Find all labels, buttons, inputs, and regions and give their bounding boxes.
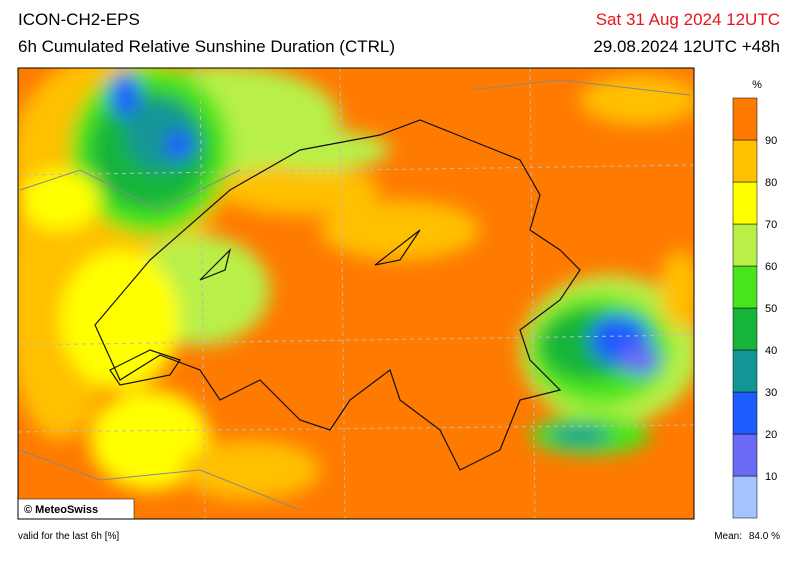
colorbar-bin xyxy=(732,139,758,183)
footer-note: valid for the last 6h [%] xyxy=(18,531,120,542)
colorbar-bin xyxy=(732,475,758,519)
colorbar-tick-label: 10 xyxy=(765,471,777,483)
product-title: 6h Cumulated Relative Sunshine Duration … xyxy=(18,37,396,56)
colorbar-bin xyxy=(732,433,758,477)
colorbar-bin xyxy=(732,265,758,309)
colorbar-tick-label: 80 xyxy=(765,177,777,189)
colorbar-bin xyxy=(732,391,758,435)
colorbar-tick-label: 20 xyxy=(765,429,777,441)
colorbar-unit: % xyxy=(752,79,762,91)
colorbar-tick-label: 70 xyxy=(765,219,777,231)
map: © MeteoSwiss xyxy=(18,68,694,519)
colorbar-tick-label: 90 xyxy=(765,135,777,147)
colorbar-bin xyxy=(732,349,758,393)
colorbar-bin xyxy=(732,223,758,267)
valid-time: Sat 31 Aug 2024 12UTC xyxy=(595,10,780,29)
credit: © MeteoSwiss xyxy=(24,504,98,516)
colorbar-tick-label: 60 xyxy=(765,261,777,273)
colorbar-bin xyxy=(732,307,758,351)
run-time: 29.08.2024 12UTC +48h xyxy=(593,37,780,56)
colorbar-tick-label: 50 xyxy=(765,303,777,315)
colorbar-tick-label: 30 xyxy=(765,387,777,399)
colorbar-tick-label: 40 xyxy=(765,345,777,357)
colorbar-bin xyxy=(732,181,758,225)
mean-value: 84.0 % xyxy=(748,531,780,542)
colorbar-bin xyxy=(732,97,758,141)
mean-label: Mean: xyxy=(714,531,742,542)
model-name: ICON-CH2-EPS xyxy=(18,10,140,29)
colorbar: 10 20 30 40 50 60 70 80 90 xyxy=(732,97,777,519)
